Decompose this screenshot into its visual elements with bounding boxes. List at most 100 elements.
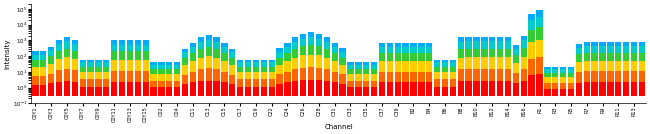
- Bar: [599, 61, 606, 71]
- Bar: [292, 49, 298, 58]
- Bar: [150, 62, 157, 65]
- Bar: [182, 58, 188, 65]
- Bar: [135, 45, 141, 51]
- Bar: [395, 47, 401, 53]
- Bar: [458, 58, 464, 69]
- Bar: [528, 14, 535, 20]
- Bar: [607, 82, 614, 96]
- Bar: [592, 42, 598, 46]
- Bar: [205, 47, 212, 56]
- Bar: [623, 53, 629, 61]
- Bar: [402, 61, 409, 72]
- Bar: [198, 69, 204, 81]
- Bar: [119, 40, 125, 45]
- Bar: [410, 53, 417, 61]
- Bar: [442, 59, 448, 62]
- Bar: [87, 67, 94, 72]
- Bar: [528, 75, 535, 96]
- Bar: [166, 65, 172, 69]
- Bar: [150, 87, 157, 96]
- Bar: [528, 30, 535, 42]
- Bar: [465, 57, 472, 69]
- Bar: [166, 87, 172, 96]
- Bar: [473, 37, 480, 41]
- Bar: [568, 69, 574, 73]
- Bar: [371, 62, 377, 65]
- Bar: [221, 42, 228, 47]
- Bar: [481, 57, 488, 69]
- Bar: [379, 47, 385, 53]
- Bar: [316, 80, 322, 96]
- Bar: [347, 74, 354, 81]
- Bar: [190, 82, 196, 96]
- Bar: [182, 49, 188, 52]
- Bar: [103, 62, 109, 67]
- Bar: [237, 87, 243, 96]
- Bar: [402, 53, 409, 61]
- Y-axis label: Intensity: Intensity: [4, 38, 10, 69]
- Bar: [599, 71, 606, 82]
- Bar: [142, 51, 149, 60]
- Bar: [426, 83, 432, 96]
- Bar: [96, 62, 101, 67]
- Bar: [159, 74, 164, 81]
- Bar: [198, 37, 204, 42]
- Bar: [521, 40, 527, 48]
- Bar: [32, 76, 38, 85]
- Bar: [316, 46, 322, 55]
- Bar: [379, 61, 385, 72]
- Bar: [442, 67, 448, 72]
- Bar: [79, 87, 86, 96]
- Bar: [521, 81, 527, 96]
- Bar: [418, 53, 424, 61]
- Bar: [489, 69, 495, 81]
- Bar: [150, 74, 157, 81]
- Bar: [434, 72, 440, 79]
- Bar: [363, 69, 369, 74]
- Bar: [159, 65, 164, 69]
- Bar: [56, 70, 62, 82]
- Bar: [363, 87, 369, 96]
- Bar: [552, 77, 558, 83]
- Bar: [316, 55, 322, 68]
- Bar: [276, 48, 283, 52]
- Bar: [544, 67, 551, 69]
- Bar: [371, 74, 377, 81]
- Bar: [174, 87, 180, 96]
- Bar: [56, 59, 62, 70]
- Bar: [64, 81, 70, 96]
- Bar: [198, 57, 204, 69]
- Bar: [536, 17, 543, 27]
- Bar: [221, 82, 228, 96]
- Bar: [48, 74, 55, 83]
- Bar: [127, 60, 133, 71]
- Bar: [56, 82, 62, 96]
- Bar: [607, 46, 614, 53]
- Bar: [229, 84, 235, 96]
- Bar: [639, 53, 645, 61]
- Bar: [544, 77, 551, 83]
- Bar: [96, 87, 101, 96]
- Bar: [513, 73, 519, 83]
- Bar: [40, 76, 46, 85]
- Bar: [245, 62, 252, 67]
- Bar: [190, 47, 196, 53]
- Bar: [253, 79, 259, 87]
- Bar: [253, 59, 259, 62]
- Bar: [190, 61, 196, 72]
- Bar: [300, 34, 306, 39]
- Bar: [568, 83, 574, 89]
- Bar: [32, 67, 38, 76]
- Bar: [103, 67, 109, 72]
- Bar: [371, 87, 377, 96]
- Bar: [402, 43, 409, 47]
- Bar: [32, 60, 38, 67]
- Bar: [276, 52, 283, 58]
- Bar: [245, 87, 252, 96]
- Bar: [513, 45, 519, 49]
- Bar: [245, 67, 252, 72]
- Bar: [497, 41, 503, 49]
- Bar: [576, 54, 582, 62]
- Bar: [268, 59, 275, 62]
- Bar: [135, 82, 141, 96]
